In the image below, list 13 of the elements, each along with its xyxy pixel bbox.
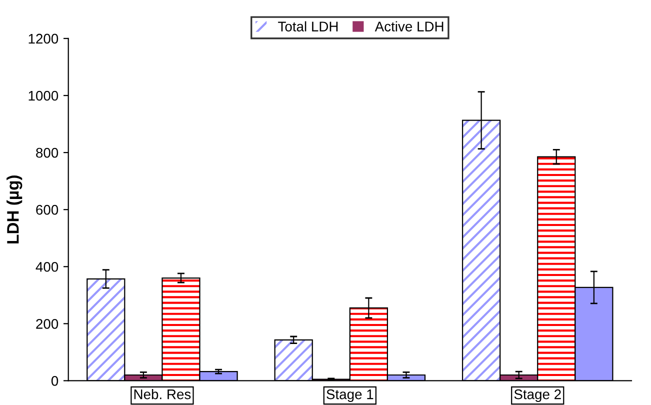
legend-label: Total LDH [278,21,338,32]
x-tick-label: Stage 1 [326,389,374,402]
x-tick-label: Stage 2 [514,389,561,402]
y-tick-label: 200 [36,318,58,329]
y-tick-label: 800 [36,148,58,158]
y-tick-label: 1200 [28,34,58,44]
y-tick-label: 600 [36,204,58,215]
y-tick-label: 400 [36,262,58,272]
y-axis-title: LDH (µg) [6,176,22,244]
x-tick-label: Neb. Res [134,389,191,400]
legend-label: Active LDH [374,21,444,32]
y-tick-label: 1000 [28,90,58,101]
y-tick-label: 0 [51,376,58,386]
